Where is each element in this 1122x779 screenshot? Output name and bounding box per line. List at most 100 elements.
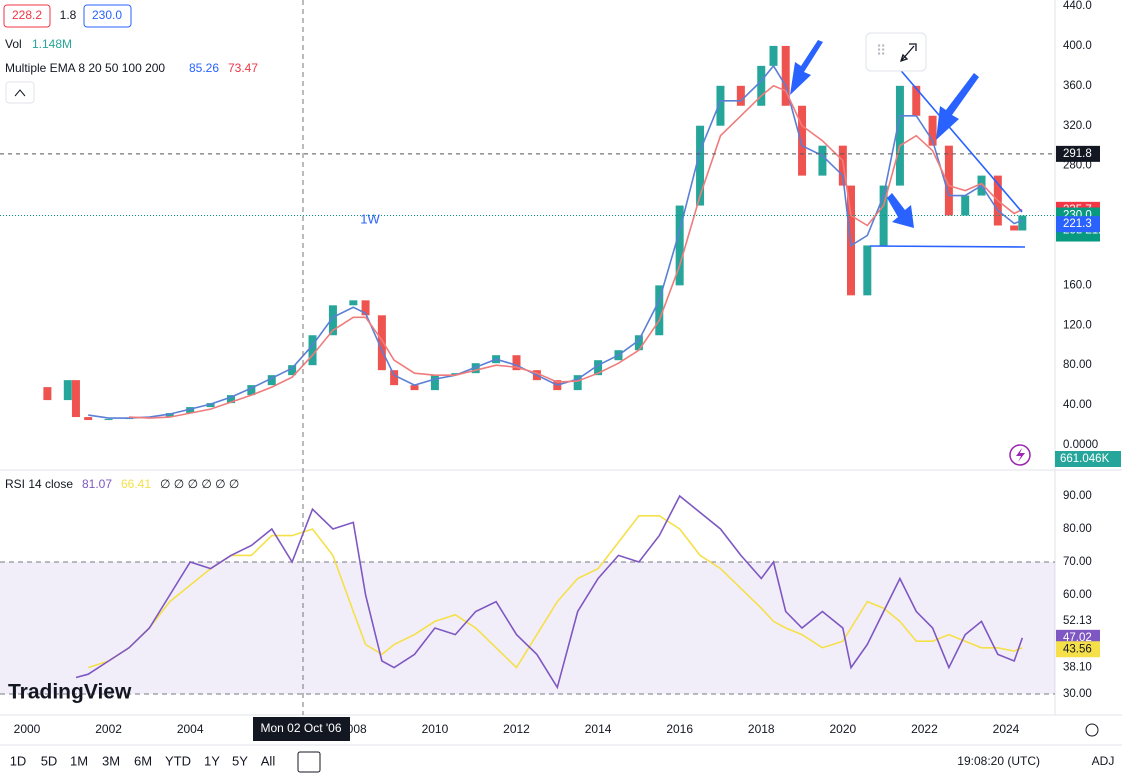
range-button[interactable]: 3M (102, 753, 120, 768)
brush-icon[interactable] (899, 43, 917, 63)
price-label: 221.3 (1063, 218, 1092, 230)
value-label: 47.02 (1063, 632, 1092, 644)
range-button[interactable]: YTD (165, 753, 191, 768)
candle (781, 45, 790, 106)
vol-value: 1.148M (32, 37, 72, 51)
settings-icon[interactable] (1085, 723, 1099, 737)
range-button[interactable]: 5Y (232, 753, 248, 768)
volume-label-bg (1055, 451, 1121, 467)
line-series (88, 64, 1023, 419)
candle (390, 370, 399, 386)
logo: TradingView (8, 681, 132, 704)
candle (736, 85, 745, 106)
candle (944, 145, 953, 216)
candle (634, 335, 643, 351)
candle (206, 403, 215, 408)
bolt[interactable] (1016, 448, 1025, 462)
range-button[interactable]: All (261, 753, 276, 768)
low-value: 228.2 (12, 8, 42, 22)
value-label-bg (1056, 641, 1100, 658)
candle (594, 360, 603, 376)
candle (696, 125, 705, 206)
candle (512, 355, 521, 371)
range-button[interactable]: 1D (10, 753, 27, 768)
y-tick-label: 320.0 (1063, 120, 1092, 132)
x-tick-label: 2024 (993, 722, 1020, 736)
y-tick-label: 30.00 (1063, 688, 1092, 700)
y-tick-label: 80.00 (1063, 523, 1092, 535)
chevron[interactable] (14, 89, 26, 97)
y-tick-label: 440.0 (1063, 0, 1092, 12)
y-tick-label: 360.0 (1063, 80, 1092, 92)
drag-handle[interactable]: ⠿ (876, 43, 886, 59)
price-label-bg (1056, 216, 1100, 233)
candle (410, 385, 419, 391)
candle (349, 300, 358, 306)
change: 1.8 (60, 8, 77, 22)
ema-value: 85.26 (189, 61, 219, 75)
line-series (128, 84, 1023, 419)
candle (798, 105, 807, 176)
arrows (790, 40, 979, 228)
arrow (936, 73, 979, 140)
candle (186, 407, 195, 414)
collapse-button[interactable] (5, 81, 35, 104)
crosshair-label: Mon 02 Oct '06 (261, 721, 342, 735)
candle (573, 375, 582, 391)
price-label: 291.8 (1063, 148, 1092, 160)
arrow (790, 40, 823, 95)
crosshair-label-bg (253, 717, 350, 741)
range-button[interactable]: 1Y (204, 753, 220, 768)
support-line (869, 245, 1026, 248)
line-series (87, 515, 1023, 669)
value-label: 43.56 (1063, 643, 1092, 655)
y-tick-label: 38.10 (1063, 661, 1092, 673)
candle (928, 115, 937, 146)
candle (655, 285, 664, 336)
y-tick-label: 60.00 (1063, 589, 1092, 601)
y-tick-label: 160.0 (1063, 279, 1092, 291)
candle (1018, 215, 1027, 231)
candle (84, 417, 93, 421)
candle (361, 300, 370, 316)
candle (288, 365, 297, 376)
candle (912, 85, 921, 116)
y-tick-label: 400.0 (1063, 40, 1092, 52)
range-button[interactable]: 1M (70, 753, 88, 768)
candle (267, 375, 276, 386)
candle (769, 45, 778, 66)
drawing-toolbar[interactable] (865, 32, 927, 72)
price-label-bg (1056, 145, 1100, 162)
adj-button[interactable]: ADJ (1092, 754, 1115, 768)
x-tick-label: 2000 (14, 722, 41, 736)
candle (895, 85, 904, 186)
candle (879, 185, 888, 246)
rsi-label: RSI 14 close (5, 477, 73, 491)
candle (63, 380, 72, 401)
low-box (3, 4, 51, 28)
y-tick-label: 80.00 (1063, 359, 1092, 371)
volume-axis-label: 0.0000 (1063, 439, 1098, 451)
rsi-value: 81.07 (82, 477, 112, 491)
vol-label: Vol (5, 37, 22, 51)
clock: 19:08:20 (UTC) (957, 754, 1040, 768)
ema-label: Multiple EMA 8 20 50 100 200 (5, 61, 165, 75)
interval-label: 1W (360, 211, 380, 226)
arrow (887, 193, 914, 228)
alert-icon[interactable] (1009, 444, 1031, 466)
range-button[interactable]: 6M (134, 753, 152, 768)
y-tick-label: 70.00 (1063, 556, 1092, 568)
candle (247, 385, 256, 396)
candle (757, 65, 766, 106)
y-tick-label: 40.00 (1063, 399, 1092, 411)
x-tick-label: 2010 (422, 722, 449, 736)
date-range-icon[interactable] (297, 751, 321, 773)
candle (818, 145, 827, 176)
hidden-values: ∅ ∅ ∅ ∅ ∅ ∅ (160, 477, 239, 491)
x-tick-label: 2018 (748, 722, 775, 736)
x-tick-label: 2004 (177, 722, 204, 736)
x-tick-label: 2020 (829, 722, 856, 736)
y-tick-label: 120.0 (1063, 319, 1092, 331)
range-button[interactable]: 5D (41, 753, 58, 768)
